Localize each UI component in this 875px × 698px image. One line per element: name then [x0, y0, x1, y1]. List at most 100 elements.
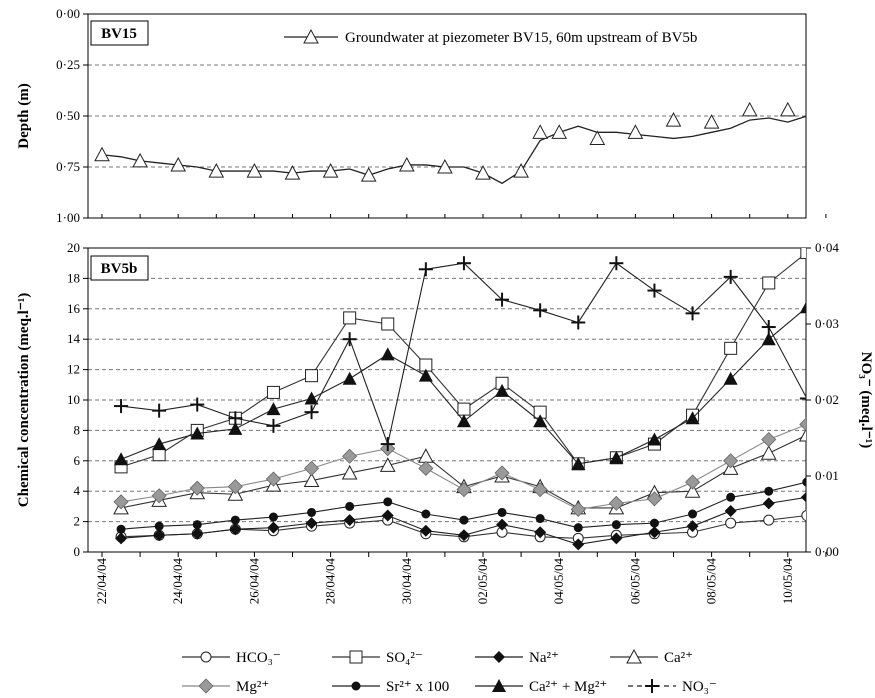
- legend-marker-icon: [200, 651, 212, 663]
- legend-item: Ca²⁺ + Mg²⁺: [475, 679, 607, 695]
- data-point: [303, 460, 320, 476]
- x-tick-label: 02/05/04: [475, 558, 490, 605]
- x-tick-label: 04/05/04: [551, 558, 566, 605]
- series-line: [101, 115, 806, 185]
- legend-item: Ca²⁺: [610, 648, 693, 666]
- legend: Groundwater at piezometer BV15, 60m upst…: [284, 28, 697, 46]
- data-point: [343, 311, 357, 325]
- data-point: [685, 411, 700, 425]
- data-point: [533, 414, 548, 428]
- data-point: [608, 495, 624, 511]
- x-tick-label: 06/05/04: [627, 558, 642, 605]
- chart-bv15: 0·00 0·25 0·50 0·75 1·00 BV15 Depth (m) Grou…: [16, 6, 827, 225]
- data-point: [741, 101, 758, 117]
- y-tick-label: 10: [67, 392, 80, 407]
- data-point: [760, 445, 777, 460]
- data-point: [305, 517, 318, 530]
- y-tick-label: 0·75: [56, 159, 80, 174]
- data-point: [190, 397, 205, 412]
- legend-marker-icon: [626, 648, 642, 664]
- data-point: [799, 391, 806, 406]
- data-point: [322, 163, 339, 178]
- legend-label: SO₄²⁻: [386, 650, 423, 666]
- data-point: [723, 371, 738, 385]
- series-2: [115, 492, 806, 551]
- y2-tick-label: 0·01: [815, 468, 839, 483]
- y-tick-label: 12: [67, 362, 80, 377]
- data-point: [726, 492, 736, 502]
- y-tick-label: 14: [67, 331, 81, 346]
- x-tick-label: 24/04/04: [170, 558, 185, 605]
- data-point: [114, 452, 129, 466]
- data-point: [114, 399, 129, 414]
- y-tick-label: 6: [74, 453, 81, 468]
- y-axis-title: Chemical concentration (meq.l⁻¹): [16, 293, 32, 507]
- gridlines: [88, 277, 806, 523]
- y-tick-label: 1·00: [56, 210, 80, 225]
- data-point: [802, 477, 806, 487]
- data-point: [688, 509, 698, 519]
- data-point: [535, 514, 545, 524]
- y-tick-label: 2: [74, 514, 81, 529]
- data-point: [647, 283, 662, 298]
- data-point: [304, 405, 319, 420]
- data-point: [303, 472, 320, 488]
- data-point: [725, 517, 737, 529]
- legend-label: Sr²⁺ x 100: [386, 679, 449, 695]
- x-tick-label: 30/04/04: [399, 558, 414, 605]
- data-point: [649, 518, 659, 528]
- data-point: [456, 482, 472, 498]
- legend-item: HCO₃⁻: [182, 650, 281, 666]
- data-point: [152, 403, 167, 418]
- data-point: [418, 262, 433, 277]
- data-point: [457, 402, 471, 416]
- panel-label: BV5b: [101, 261, 138, 277]
- data-point: [381, 317, 395, 331]
- x-tick-label: 26/04/04: [246, 558, 261, 605]
- data-point: [154, 521, 164, 531]
- data-point: [589, 130, 606, 145]
- series-group: [113, 248, 806, 551]
- data-point: [570, 501, 586, 518]
- data-point: [496, 518, 509, 531]
- data-point: [497, 507, 507, 517]
- data-point: [380, 347, 395, 361]
- data-point: [551, 124, 568, 139]
- data-point: [94, 146, 110, 162]
- data-point: [418, 448, 434, 463]
- data-point: [267, 521, 280, 534]
- data-point: [456, 256, 471, 271]
- data-point: [475, 165, 491, 180]
- y-axis-title: Depth (m): [16, 83, 32, 148]
- y-tick-label: 0: [74, 544, 81, 559]
- data-point: [380, 437, 395, 452]
- data-point: [153, 529, 166, 542]
- legend-label: HCO₃⁻: [236, 650, 281, 666]
- data-point: [342, 448, 358, 464]
- legend-label: Mg²⁺: [236, 679, 269, 695]
- data-point: [685, 306, 700, 321]
- y2-tick-label: 0·02: [815, 392, 839, 407]
- data-point: [779, 101, 796, 117]
- data-point: [284, 165, 301, 180]
- data-point: [648, 526, 661, 539]
- data-point: [343, 514, 356, 527]
- series-groundwater: [94, 101, 806, 185]
- y-tick-label: 18: [67, 270, 80, 285]
- x-tick-label: 22/04/04: [94, 558, 109, 605]
- data-point: [228, 411, 243, 426]
- data-point: [228, 421, 243, 435]
- data-point: [532, 482, 548, 498]
- data-point: [799, 417, 806, 432]
- data-point: [189, 480, 205, 496]
- data-point: [115, 532, 128, 545]
- y-tick-label: 0·50: [56, 108, 80, 123]
- legend-item: NO₃⁻: [628, 679, 717, 695]
- series-line: [120, 252, 806, 468]
- data-point: [801, 510, 806, 521]
- data-point: [684, 483, 701, 498]
- y-tick-labels: 0 2 4 6 8 10 12 14 16 18 20: [67, 240, 88, 559]
- data-point: [418, 460, 434, 476]
- data-point: [571, 315, 586, 330]
